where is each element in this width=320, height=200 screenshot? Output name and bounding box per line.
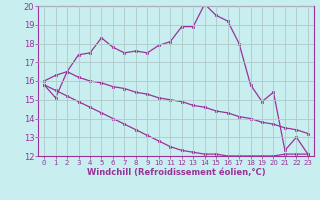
X-axis label: Windchill (Refroidissement éolien,°C): Windchill (Refroidissement éolien,°C) xyxy=(87,168,265,177)
